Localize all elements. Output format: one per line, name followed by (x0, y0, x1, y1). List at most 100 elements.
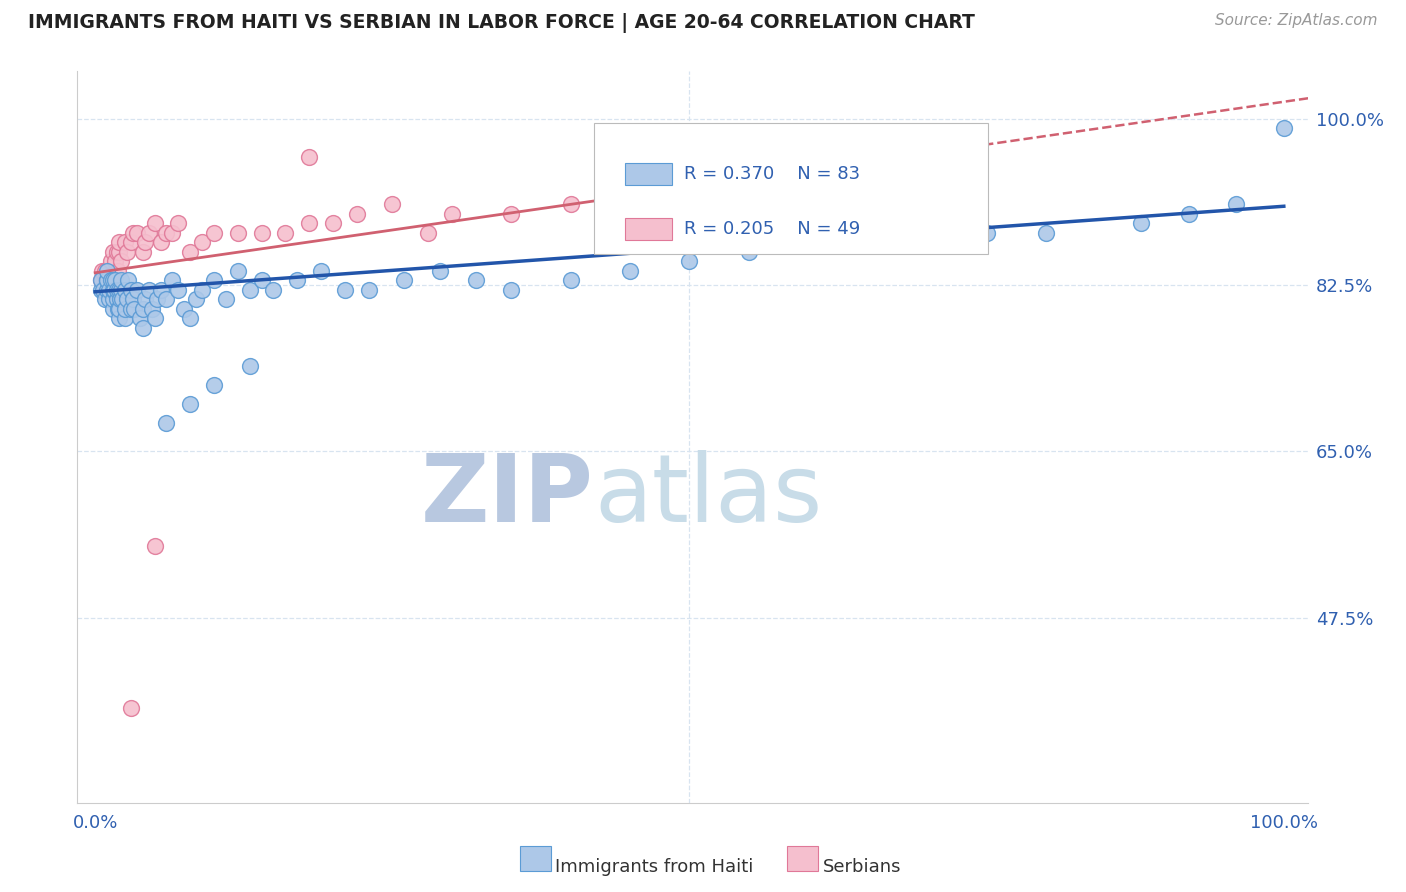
Point (138, 283, 160, 297)
Point (96, 283, 118, 297)
Point (111, 293, 134, 307)
Point (129, 311, 152, 326)
Point (186, 293, 208, 307)
Point (141, 301, 163, 316)
Point (250, 273, 273, 287)
Point (179, 311, 201, 326)
Point (215, 293, 238, 307)
Point (1177, 207, 1199, 221)
Point (110, 283, 132, 297)
Point (167, 216, 190, 230)
Point (202, 273, 225, 287)
Point (114, 301, 136, 316)
Point (357, 283, 380, 297)
Point (96, 273, 118, 287)
Point (108, 311, 131, 326)
Point (285, 273, 308, 287)
Point (103, 283, 125, 297)
Point (179, 397, 201, 411)
Bar (624, 219, 672, 240)
Point (138, 226, 160, 240)
Point (149, 283, 172, 297)
Point (250, 226, 273, 240)
Point (120, 235, 142, 250)
Point (464, 273, 486, 287)
Point (298, 150, 321, 164)
Point (104, 254, 127, 268)
Text: Immigrants from Haiti: Immigrants from Haiti (555, 858, 754, 876)
Point (322, 216, 344, 230)
Point (125, 226, 148, 240)
Text: ZIP: ZIP (422, 450, 595, 541)
Point (162, 226, 184, 240)
Point (98, 273, 121, 287)
Point (155, 416, 177, 430)
Point (893, 235, 915, 250)
Point (619, 264, 641, 278)
Point (738, 244, 761, 259)
Point (125, 283, 148, 297)
Text: Serbians: Serbians (823, 858, 901, 876)
Point (100, 254, 122, 268)
Point (98, 293, 121, 307)
Point (108, 293, 131, 307)
Point (560, 197, 582, 211)
Point (104, 273, 127, 287)
Text: atlas: atlas (595, 450, 823, 541)
Point (149, 235, 172, 250)
Point (108, 235, 131, 250)
Point (226, 226, 249, 240)
Point (501, 283, 523, 297)
Point (117, 244, 139, 259)
Text: IMMIGRANTS FROM HAITI VS SERBIAN IN LABOR FORCE | AGE 20-64 CORRELATION CHART: IMMIGRANTS FROM HAITI VS SERBIAN IN LABO… (28, 13, 974, 33)
Point (101, 283, 124, 297)
Point (105, 244, 128, 259)
Point (114, 283, 136, 297)
Point (101, 244, 124, 259)
Point (191, 235, 214, 250)
Point (333, 283, 356, 297)
FancyBboxPatch shape (595, 122, 988, 254)
Point (120, 283, 142, 297)
Point (122, 293, 145, 307)
Point (392, 273, 415, 287)
Point (239, 283, 262, 297)
Point (1225, 197, 1247, 211)
Point (96, 283, 118, 297)
Point (108, 283, 131, 297)
Text: R = 0.205    N = 49: R = 0.205 N = 49 (683, 220, 860, 238)
Text: R = 0.370    N = 83: R = 0.370 N = 83 (683, 165, 860, 184)
Point (124, 301, 146, 316)
Point (143, 216, 166, 230)
Point (120, 701, 142, 715)
Point (90, 273, 112, 287)
Point (117, 273, 139, 287)
Point (429, 264, 451, 278)
Point (239, 359, 262, 373)
Point (560, 273, 582, 287)
Point (134, 235, 156, 250)
Point (202, 226, 225, 240)
Point (416, 226, 439, 240)
Point (114, 235, 136, 250)
Point (1130, 216, 1153, 230)
Point (110, 254, 132, 268)
Point (96, 264, 118, 278)
Point (346, 207, 368, 221)
Point (143, 311, 166, 326)
Point (94, 273, 117, 287)
Point (107, 264, 129, 278)
Point (103, 273, 125, 287)
Point (501, 207, 523, 221)
Point (155, 293, 177, 307)
Point (976, 226, 998, 240)
Point (309, 264, 332, 278)
Point (143, 539, 166, 553)
Point (110, 273, 132, 287)
Point (91, 264, 114, 278)
Point (1272, 121, 1295, 136)
Point (93, 293, 115, 307)
Point (155, 226, 177, 240)
Point (202, 377, 225, 392)
Point (108, 301, 131, 316)
